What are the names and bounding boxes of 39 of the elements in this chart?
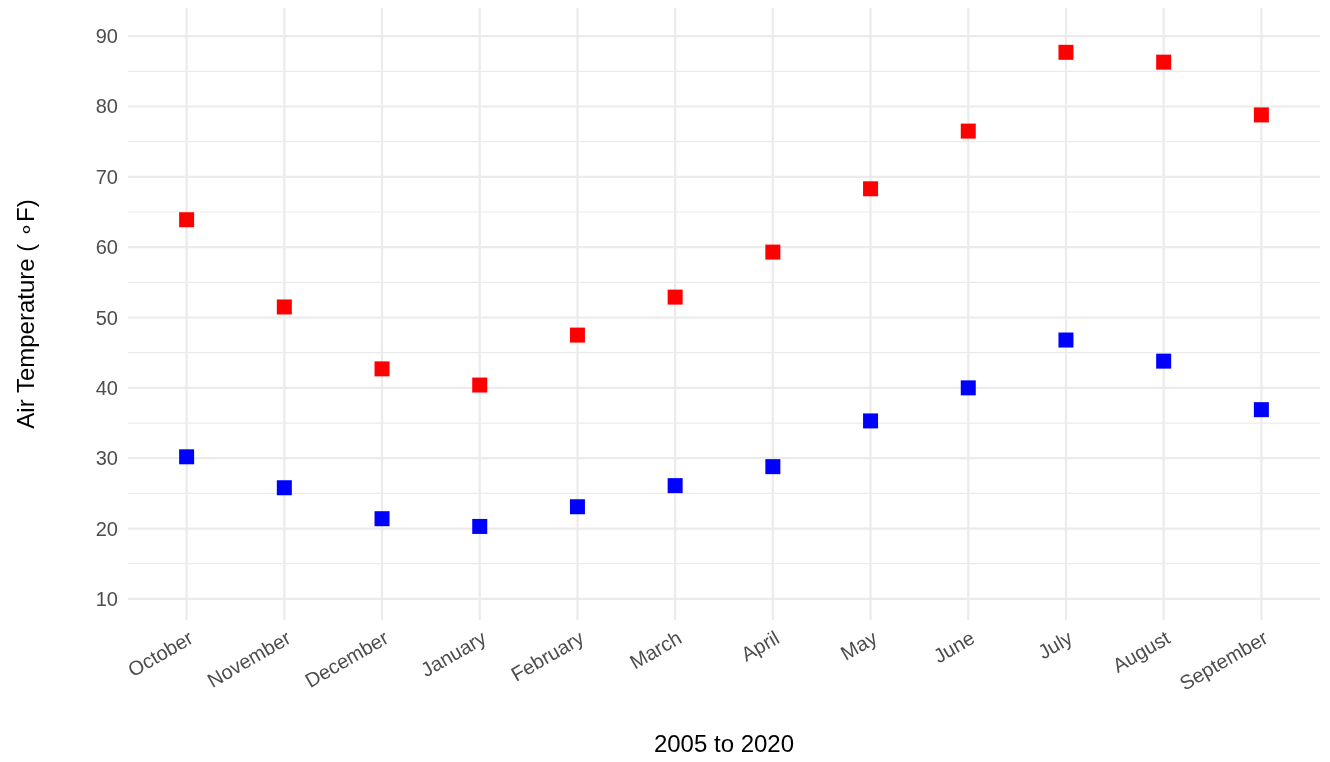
x-tick-label: June [929,626,979,668]
point [1058,332,1074,348]
point [472,518,488,534]
point [667,289,683,305]
point [276,299,292,315]
y-tick-label: 90 [95,25,118,48]
point [1058,44,1074,60]
x-tick-label: May [836,626,881,665]
x-tick-label: April [737,626,783,666]
point [765,244,781,260]
y-tick-label: 20 [95,517,118,540]
point [960,123,976,139]
point [374,511,390,527]
point [863,413,879,429]
y-tick-label: 80 [95,95,118,118]
point [1156,353,1172,369]
point [765,459,781,475]
point [569,327,585,343]
y-tick-label: 60 [95,236,118,259]
y-tick-label: 30 [95,447,118,470]
y-tick-label: 70 [95,165,118,188]
point [1156,54,1172,70]
y-tick-label: 10 [95,587,118,610]
y-tick-label: 40 [95,376,118,399]
point [276,480,292,496]
point [179,212,195,228]
point [569,499,585,515]
point [667,478,683,494]
point [179,449,195,465]
point [863,181,879,197]
x-axis-title: 2005 to 2020 [653,730,795,757]
x-tick-label: July [1034,626,1076,664]
point [374,361,390,377]
y-tick-label: 50 [95,306,118,329]
y-axis-title: Air Temperature ( ∘F) [12,199,39,429]
point [1253,107,1269,123]
point [960,380,976,396]
point [472,377,488,393]
point [1253,402,1269,418]
